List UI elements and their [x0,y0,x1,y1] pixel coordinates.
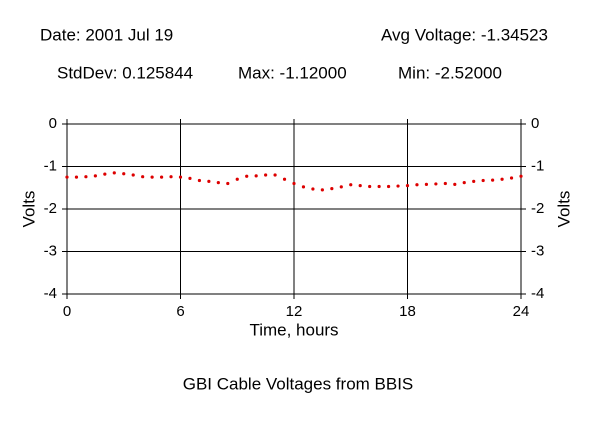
data-point [122,172,126,176]
data-point [443,181,447,186]
data-point [150,175,154,179]
data-point [320,188,324,192]
header-avg: Avg Voltage: -1.34523 [381,25,548,44]
data-point [405,184,410,188]
x-tick-label: 6 [176,303,184,320]
data-point [491,178,495,182]
data-point [207,179,211,183]
header-date: Date: 2001 Jul 19 [40,25,173,44]
data-point [472,179,476,183]
data-point [226,181,230,186]
y-tick-label: -2 [44,200,57,217]
data-point [74,175,79,179]
y2-tick-label: -1 [531,157,544,174]
chart-title: GBI Cable Voltages from BBIS [183,374,414,393]
x-tick-label: 18 [399,303,416,320]
data-point [368,184,372,189]
header-max: Max: -1.12000 [238,63,347,82]
data-point [216,181,220,185]
x-tick-label: 12 [286,303,303,320]
data-point [65,175,69,179]
data-point [481,178,485,183]
data-point [131,173,135,177]
data-point [292,181,296,186]
data-point [509,176,514,180]
y-tick-label: -1 [44,157,57,174]
data-point [103,172,107,176]
data-point [339,185,343,189]
data-point [273,173,277,177]
x-tick-label: 24 [513,303,530,320]
data-point [178,175,183,179]
y2-tick-label: 0 [531,115,539,132]
x-axis-label: Time, hours [249,320,338,339]
data-point [301,185,306,189]
data-point [282,177,287,181]
data-point [415,183,419,187]
data-point [500,177,504,181]
data-point [188,176,192,180]
data-point [330,187,334,191]
data-point [358,184,362,188]
data-point [462,181,466,185]
header-stddev: StdDev: 0.125844 [57,63,193,82]
data-point [311,187,315,191]
data-point [245,174,249,178]
y-axis-label: Volts [19,191,38,228]
data-point [264,173,268,177]
data-point [169,175,173,179]
header-min: Min: -2.52000 [398,63,502,82]
data-point [112,171,116,175]
data-point [254,174,258,178]
data-point [235,177,239,181]
data-point [93,174,97,178]
data-point [434,182,438,186]
data-point [377,184,381,189]
y2-tick-label: -2 [531,200,544,217]
data-point [349,183,353,187]
data-point [519,174,523,178]
y2-tick-label: -3 [531,242,544,259]
x-tick-label: 0 [63,303,71,320]
y2-tick-label: -4 [531,285,544,302]
data-point [84,175,88,179]
data-point [386,184,391,189]
data-point [424,182,429,186]
data-point [159,175,164,179]
y-tick-label: -3 [44,242,57,259]
y2-axis-label: Volts [554,191,573,228]
y-tick-label: -4 [44,285,57,302]
data-point [197,178,202,183]
data-point [396,184,400,188]
data-point [453,182,457,186]
data-point [141,175,145,179]
y-tick-label: 0 [49,115,57,132]
